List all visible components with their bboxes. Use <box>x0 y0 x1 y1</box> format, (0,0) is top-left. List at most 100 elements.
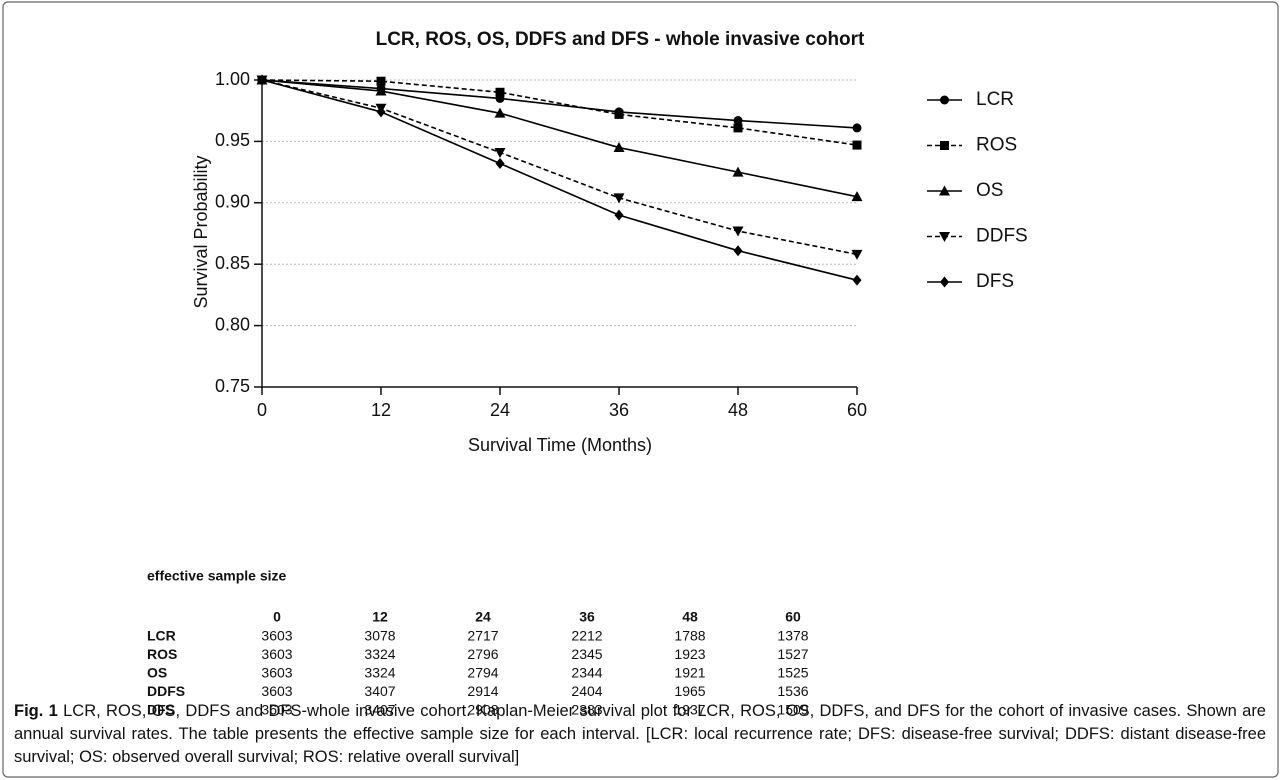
y-axis-label: Survival Probability <box>191 155 211 308</box>
table-cell: 1525 <box>777 665 808 681</box>
caption-text: LCR, ROS, OS, DDFS and DFS-whole invasiv… <box>14 702 1266 766</box>
y-tick-label: 0.80 <box>215 314 250 334</box>
table-header: 24 <box>475 609 491 625</box>
marker <box>495 87 505 97</box>
marker <box>733 123 743 133</box>
x-tick-label: 36 <box>609 400 629 420</box>
x-tick-label: 24 <box>490 400 510 420</box>
table-cell: 2383 <box>571 702 602 718</box>
x-tick-label: 0 <box>257 400 267 420</box>
marker <box>375 85 387 96</box>
legend-marker <box>939 232 950 242</box>
table-header: 36 <box>579 609 595 625</box>
legend-marker <box>940 95 949 105</box>
caption: Fig. 1 LCR, ROS, OS, DDFS and DFS-whole … <box>14 700 1266 769</box>
marker <box>852 123 862 133</box>
marker <box>257 74 267 86</box>
legend-label: LCR <box>976 89 1014 110</box>
table-cell: 1378 <box>777 628 808 644</box>
table-cell: 3603 <box>261 646 292 662</box>
series-line <box>261 79 858 256</box>
marker <box>376 106 386 118</box>
y-tick-label: 0.85 <box>215 253 250 273</box>
legend-marker <box>940 141 949 150</box>
table-cell: 3603 <box>261 683 292 699</box>
marker <box>613 193 625 204</box>
table-cell: 2345 <box>571 646 602 662</box>
marker <box>494 107 506 118</box>
table-cell: 1509 <box>777 702 808 718</box>
table-row-label: DFS <box>147 702 175 718</box>
table-cell: 3603 <box>261 702 292 718</box>
table-cell: 2344 <box>571 665 602 681</box>
caption-label: Fig. 1 <box>14 702 58 720</box>
table-cell: 2717 <box>467 628 498 644</box>
table-cell: 2914 <box>467 683 498 699</box>
table-cell: 2404 <box>571 683 602 699</box>
marker <box>495 158 505 170</box>
legend-label: ROS <box>976 135 1017 156</box>
series-line <box>261 79 858 129</box>
table-cell: 2908 <box>467 702 498 718</box>
series-line <box>261 79 858 198</box>
marker <box>614 209 624 221</box>
marker <box>852 140 862 150</box>
table-cell: 3078 <box>364 628 395 644</box>
legend-marker <box>940 276 949 288</box>
y-tick-label: 0.75 <box>215 376 250 396</box>
legend-marker <box>939 185 950 196</box>
marker <box>613 142 625 153</box>
marker <box>494 147 506 158</box>
y-tick-label: 0.90 <box>215 192 250 212</box>
table-cell: 1527 <box>777 646 808 662</box>
table-cell: 1965 <box>674 683 705 699</box>
x-axis-label: Survival Time (Months) <box>468 435 652 455</box>
table-header: 48 <box>682 609 698 625</box>
table-row-label: DDFS <box>147 683 185 699</box>
table-row-label: LCR <box>147 628 176 644</box>
y-tick-label: 0.95 <box>215 130 250 150</box>
table-title: effective sample size <box>147 568 287 584</box>
legend-label: DFS <box>976 271 1014 292</box>
table-cell: 3407 <box>364 702 395 718</box>
table-cell: 1923 <box>674 646 705 662</box>
table-row-label: OS <box>147 665 167 681</box>
marker <box>732 226 744 237</box>
x-tick-label: 48 <box>728 400 748 420</box>
legend-label: DDFS <box>976 226 1028 247</box>
table-cell: 2212 <box>571 628 602 644</box>
marker <box>733 245 743 257</box>
table-cell: 2796 <box>467 646 498 662</box>
table-cell: 1937 <box>674 702 705 718</box>
marker <box>732 166 744 177</box>
marker <box>852 274 862 286</box>
table-cell: 1788 <box>674 628 705 644</box>
table-cell: 1536 <box>777 683 808 699</box>
table-cell: 3324 <box>364 665 395 681</box>
marker <box>614 109 624 119</box>
table-cell: 3324 <box>364 646 395 662</box>
chart-title: LCR, ROS, OS, DDFS and DFS - whole invas… <box>376 29 865 50</box>
marker <box>851 191 863 202</box>
table-cell: 2794 <box>467 665 498 681</box>
table-cell: 3603 <box>261 628 292 644</box>
series-line <box>261 79 858 146</box>
table-cell: 3407 <box>364 683 395 699</box>
series-line <box>261 79 858 281</box>
x-tick-label: 60 <box>847 400 867 420</box>
table-cell: 1921 <box>674 665 705 681</box>
table-cell: 3603 <box>261 665 292 681</box>
table-header: 60 <box>785 609 801 625</box>
marker <box>733 116 743 126</box>
table-header: 12 <box>372 609 388 625</box>
table-header: 0 <box>273 609 281 625</box>
marker <box>376 76 386 86</box>
y-tick-label: 1.00 <box>215 69 250 89</box>
x-tick-label: 12 <box>371 400 391 420</box>
marker <box>851 249 863 260</box>
table-row-label: ROS <box>147 646 177 662</box>
legend-label: OS <box>976 180 1003 201</box>
